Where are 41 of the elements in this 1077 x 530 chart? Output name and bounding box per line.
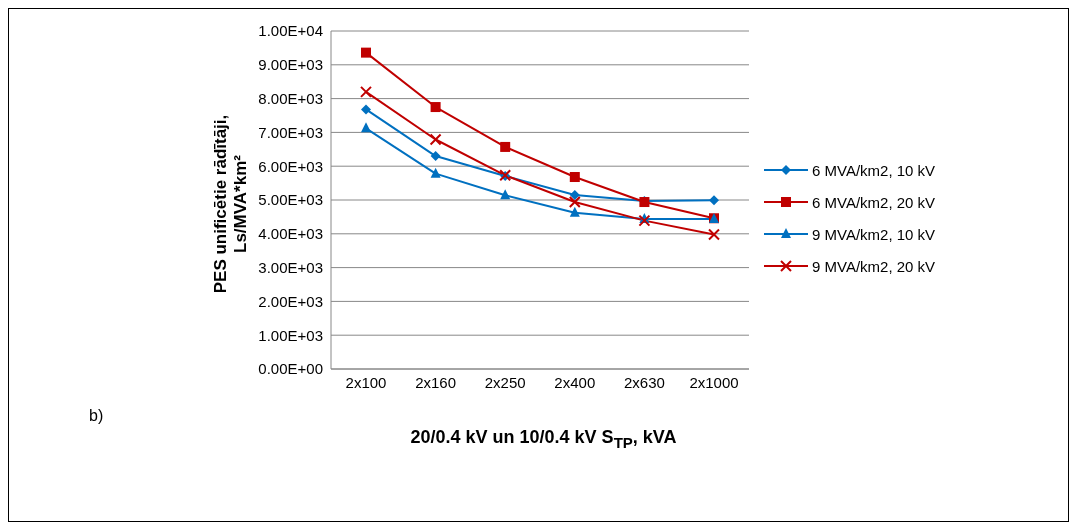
point [709,195,719,206]
point [430,102,441,113]
x-tick-label: 2x160 [415,373,457,391]
point [638,214,651,227]
point [361,122,371,133]
y-axis-title: PES unificētie rādītāji, Ls/MVA*km² [211,113,251,296]
x-tick-label: 2x100 [345,373,387,391]
point [569,189,580,200]
x-tick-label: 2x1000 [689,373,739,391]
legend-label: 6 MVA/km2, 20 kV [812,193,936,211]
point [569,206,580,217]
x-tick-label: 2x400 [554,373,596,391]
point [500,189,511,200]
x-tick-label: 2x630 [623,373,665,391]
point [568,196,581,209]
y-tick-label: 3.00E+03 [258,258,323,276]
y-tick-label: 5.00E+03 [258,191,323,209]
point [430,151,441,162]
y-tick-label: 4.00E+03 [258,225,323,243]
point [360,85,372,98]
y-tick-label: 7.00E+03 [258,123,323,141]
point [429,133,442,146]
legend-label: 9 MVA/km2, 20 kV [812,257,936,275]
x-axis-title: 20/0.4 kV un 10/0.4 kV S$_{TP}$, kVA [409,427,678,451]
y-tick-label: 2.00E+03 [258,292,323,310]
point [361,104,371,115]
legend-label: 9 MVA/km2, 10 kV [812,225,936,243]
point [708,228,720,241]
y-tick-label: 8.00E+03 [258,89,323,107]
legend-label: 6 MVA/km2, 10 kV [812,161,936,179]
point [500,141,511,152]
x-tick-label: 2x250 [484,373,526,391]
y-tick-label: 9.00E+03 [258,56,323,74]
y-tick-label: 1.00E+03 [258,326,323,344]
point [569,172,580,183]
y-tick-label: 6.00E+03 [258,157,323,175]
text: b) [89,407,104,425]
point [361,47,371,58]
y-tick-label: 1.00E+04 [258,22,323,40]
point [430,167,441,178]
y-tick-label: 0.00E+00 [258,360,323,378]
